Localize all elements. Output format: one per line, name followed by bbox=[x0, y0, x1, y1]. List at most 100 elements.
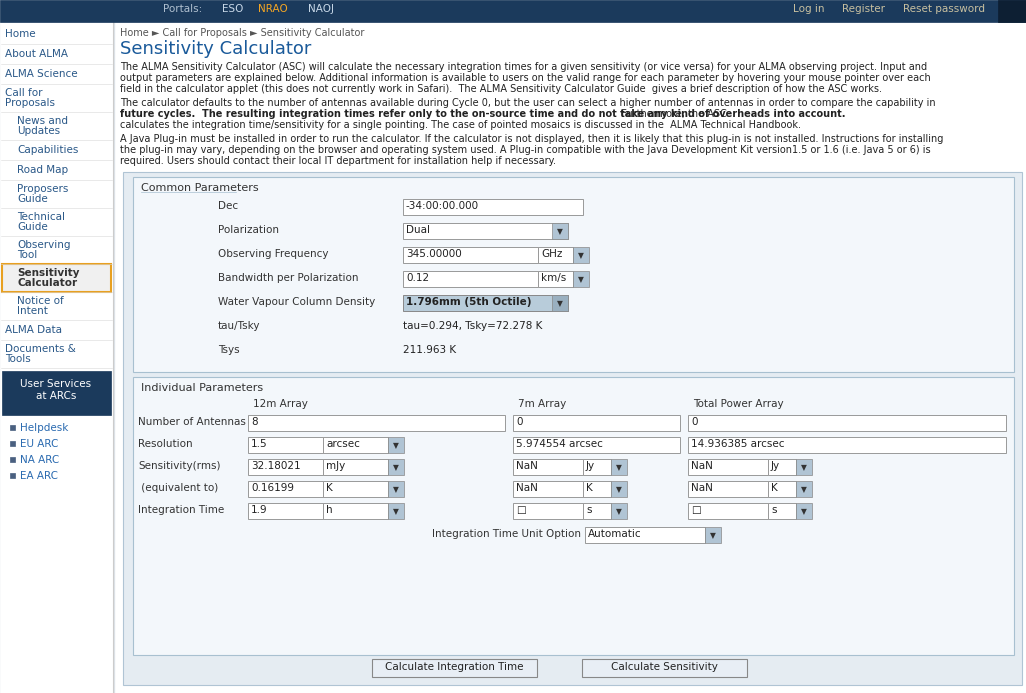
Text: ▼: ▼ bbox=[393, 485, 399, 494]
Text: Documents &: Documents & bbox=[5, 344, 76, 354]
Text: ▼: ▼ bbox=[557, 227, 563, 236]
Text: 0: 0 bbox=[516, 417, 522, 427]
Text: Automatic: Automatic bbox=[588, 529, 641, 539]
Text: Reset password: Reset password bbox=[903, 4, 985, 14]
Text: NaN: NaN bbox=[516, 483, 538, 493]
Text: km/s: km/s bbox=[541, 273, 566, 283]
Bar bbox=[248, 415, 505, 431]
Text: Proposals: Proposals bbox=[5, 98, 55, 108]
Text: Intent: Intent bbox=[17, 306, 48, 316]
Bar bbox=[582, 659, 747, 677]
Text: ▼: ▼ bbox=[578, 251, 584, 260]
Text: ▼: ▼ bbox=[616, 507, 622, 516]
Bar bbox=[611, 481, 627, 497]
Text: ALMA Science: ALMA Science bbox=[5, 69, 78, 79]
Bar bbox=[538, 247, 573, 263]
Bar bbox=[611, 459, 627, 475]
Text: future cycles.  The resulting integration times refer only to the on-source time: future cycles. The resulting integration… bbox=[120, 109, 845, 119]
Text: Calculate Sensitivity: Calculate Sensitivity bbox=[610, 662, 717, 672]
Text: Log in: Log in bbox=[793, 4, 825, 14]
Bar bbox=[0, 0, 1026, 22]
Text: Jy: Jy bbox=[771, 461, 780, 471]
Text: Home ► Call for Proposals ► Sensitivity Calculator: Home ► Call for Proposals ► Sensitivity … bbox=[120, 28, 364, 38]
Text: ESO: ESO bbox=[222, 4, 243, 14]
Bar bbox=[403, 247, 538, 263]
Bar bbox=[388, 481, 404, 497]
Text: NaN: NaN bbox=[516, 461, 538, 471]
Text: ▼: ▼ bbox=[557, 299, 563, 308]
Text: ▼: ▼ bbox=[801, 463, 806, 472]
Bar bbox=[323, 459, 388, 475]
Bar bbox=[388, 459, 404, 475]
Bar bbox=[403, 199, 583, 215]
Text: Technical: Technical bbox=[17, 212, 65, 222]
Text: Total Power Array: Total Power Array bbox=[693, 399, 784, 409]
Text: h: h bbox=[326, 505, 332, 515]
Text: arcsec: arcsec bbox=[326, 439, 360, 449]
Text: Observing Frequency: Observing Frequency bbox=[218, 249, 328, 259]
Text: Portals:: Portals: bbox=[163, 4, 202, 14]
Text: Sensitivity(rms): Sensitivity(rms) bbox=[139, 461, 221, 471]
Bar bbox=[768, 503, 796, 519]
Text: Call for: Call for bbox=[5, 88, 42, 98]
Bar bbox=[796, 459, 812, 475]
Text: News and: News and bbox=[17, 116, 68, 126]
Text: K: K bbox=[326, 483, 332, 493]
Text: 1.5: 1.5 bbox=[251, 439, 268, 449]
Text: Guide: Guide bbox=[17, 222, 48, 232]
Text: Home: Home bbox=[5, 29, 36, 39]
Text: Jy: Jy bbox=[586, 461, 595, 471]
Text: Dual: Dual bbox=[406, 225, 430, 235]
Text: 345.00000: 345.00000 bbox=[406, 249, 462, 259]
Text: Integration Time Unit Option: Integration Time Unit Option bbox=[432, 529, 581, 539]
Text: Tools: Tools bbox=[5, 354, 31, 364]
Text: 8: 8 bbox=[251, 417, 258, 427]
Text: mJy: mJy bbox=[326, 461, 346, 471]
Text: Guide: Guide bbox=[17, 194, 48, 204]
Text: GHz: GHz bbox=[541, 249, 562, 259]
Bar bbox=[403, 271, 538, 287]
Bar bbox=[388, 503, 404, 519]
Text: Common Parameters: Common Parameters bbox=[141, 183, 259, 193]
Bar bbox=[796, 481, 812, 497]
Text: ▼: ▼ bbox=[710, 531, 716, 540]
Bar bbox=[768, 459, 796, 475]
Text: NaN: NaN bbox=[690, 461, 713, 471]
Bar bbox=[10, 473, 15, 478]
Text: The calculator defaults to the number of antennas available during Cycle 0, but : The calculator defaults to the number of… bbox=[120, 98, 936, 108]
Bar bbox=[115, 22, 1026, 693]
Bar bbox=[10, 425, 15, 430]
Bar bbox=[552, 223, 568, 239]
Bar bbox=[0, 22, 113, 693]
Bar bbox=[248, 481, 323, 497]
Text: Register: Register bbox=[842, 4, 885, 14]
Text: NA ARC: NA ARC bbox=[19, 455, 60, 465]
Text: EA ARC: EA ARC bbox=[19, 471, 58, 481]
Bar bbox=[133, 377, 1014, 655]
Bar bbox=[688, 503, 768, 519]
Text: Number of Antennas: Number of Antennas bbox=[139, 417, 246, 427]
Text: Calculate Integration Time: Calculate Integration Time bbox=[385, 662, 523, 672]
Text: K: K bbox=[586, 483, 593, 493]
Text: 211.963 K: 211.963 K bbox=[403, 345, 457, 355]
Text: ▼: ▼ bbox=[393, 507, 399, 516]
Bar bbox=[2, 371, 111, 415]
Bar bbox=[323, 437, 388, 453]
Text: Resolution: Resolution bbox=[139, 439, 193, 449]
Text: Furthermore, the ASC: Furthermore, the ASC bbox=[615, 109, 726, 119]
Text: K: K bbox=[771, 483, 778, 493]
Text: 0.16199: 0.16199 bbox=[251, 483, 294, 493]
Text: s: s bbox=[586, 505, 592, 515]
Text: at ARCs: at ARCs bbox=[36, 391, 76, 401]
Bar bbox=[583, 481, 611, 497]
Bar bbox=[611, 503, 627, 519]
Text: output parameters are explained below. Additional information is available to us: output parameters are explained below. A… bbox=[120, 73, 931, 83]
Bar bbox=[538, 271, 573, 287]
Text: 7m Array: 7m Array bbox=[518, 399, 566, 409]
Text: Sensitivity: Sensitivity bbox=[17, 268, 79, 278]
Text: □: □ bbox=[516, 505, 525, 515]
Bar bbox=[688, 415, 1007, 431]
Text: ▼: ▼ bbox=[616, 485, 622, 494]
Text: User Services: User Services bbox=[21, 379, 91, 389]
Text: ALMA Data: ALMA Data bbox=[5, 325, 62, 335]
